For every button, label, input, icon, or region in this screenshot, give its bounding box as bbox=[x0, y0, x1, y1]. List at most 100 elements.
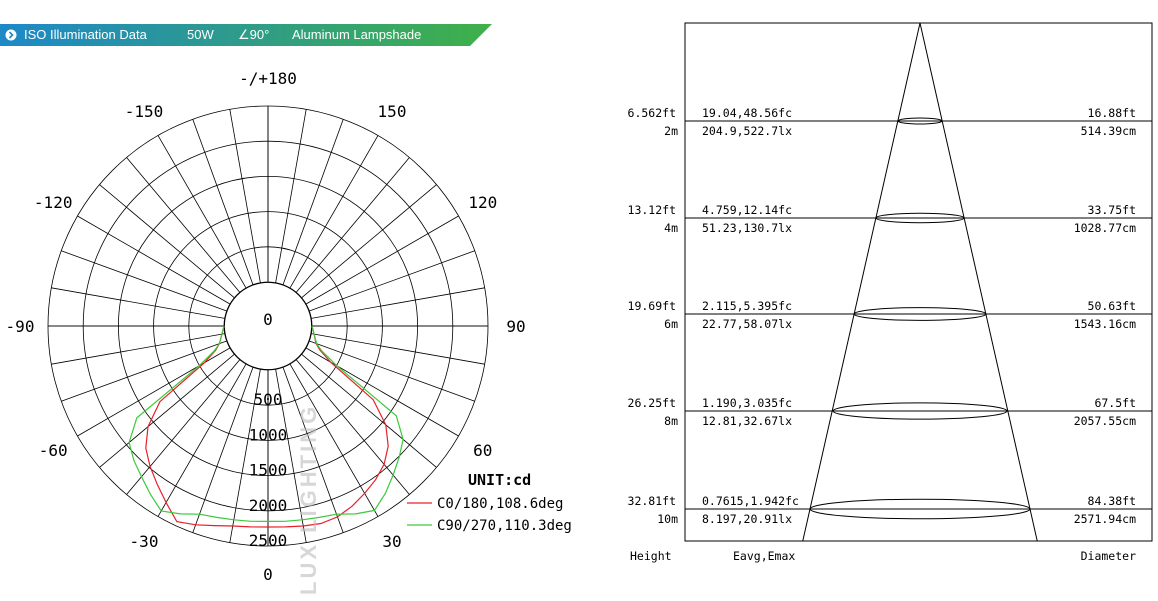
height-ft: 26.25ft bbox=[628, 396, 676, 410]
polar-spoke bbox=[311, 333, 485, 365]
illuminance-lx: 204.9,522.7lx bbox=[702, 124, 792, 138]
polar-spoke bbox=[301, 353, 437, 468]
polar-spoke bbox=[295, 157, 410, 293]
header-lampshade: Aluminum Lampshade bbox=[292, 27, 422, 42]
beam-ellipse bbox=[875, 212, 965, 224]
diameter-cm: 2571.94cm bbox=[1074, 512, 1136, 526]
intensity-curve-0 bbox=[145, 325, 389, 528]
column-header-height: Height bbox=[630, 549, 672, 563]
intensity-curve-1 bbox=[128, 325, 404, 523]
diameter-ft: 50.63ft bbox=[1088, 299, 1136, 313]
angle-label: 90 bbox=[506, 317, 525, 336]
polar-spoke bbox=[275, 369, 307, 543]
header-power: 50W bbox=[187, 27, 214, 42]
diameter-ft: 33.75ft bbox=[1088, 203, 1136, 217]
polar-spoke bbox=[61, 340, 227, 402]
polar-spoke bbox=[309, 250, 475, 312]
polar-spoke bbox=[61, 250, 227, 312]
polar-spoke bbox=[157, 135, 247, 289]
angle-label: -120 bbox=[34, 193, 73, 212]
angle-label: 120 bbox=[468, 193, 497, 212]
cone-beam bbox=[685, 22, 1152, 542]
height-m: 10m bbox=[657, 512, 678, 526]
cone-frame bbox=[684, 22, 1153, 542]
polar-spoke bbox=[99, 184, 235, 299]
illuminance-fc: 1.190,3.035fc bbox=[702, 396, 792, 410]
polar-spoke bbox=[229, 369, 261, 543]
polar-spoke bbox=[126, 359, 241, 495]
beam-ellipse bbox=[809, 498, 1031, 520]
polar-spoke bbox=[311, 287, 485, 319]
illuminance-lx: 12.81,32.67lx bbox=[702, 414, 792, 428]
legend-label-c0: C0/180,108.6deg bbox=[437, 496, 563, 512]
radial-tick-label: 1500 bbox=[249, 461, 288, 480]
header-banner: ISO Illumination Data 50W ∠90° Aluminum … bbox=[0, 24, 492, 46]
polar-grid bbox=[47, 105, 489, 547]
diameter-cm: 2057.55cm bbox=[1074, 414, 1136, 428]
column-header-diameter: Diameter bbox=[1081, 549, 1136, 563]
illuminance-fc: 0.7615,1.942fc bbox=[702, 494, 799, 508]
polar-spoke bbox=[282, 367, 344, 533]
polar-intensity-chart: -/+180 150 -150 120 -120 90 -90 60 -60 30 -30 0 0 500… bbox=[6, 69, 572, 595]
height-ft: 32.81ft bbox=[628, 494, 676, 508]
watermark-text: LUX LIGHTING bbox=[296, 404, 321, 595]
diameter-ft: 67.5ft bbox=[1094, 396, 1136, 410]
polar-spoke bbox=[289, 363, 379, 517]
height-m: 2m bbox=[664, 124, 678, 138]
diameter-cm: 1543.16cm bbox=[1074, 317, 1136, 331]
polar-spoke bbox=[309, 340, 475, 402]
illuminance-lx: 22.77,58.07lx bbox=[702, 317, 792, 331]
angle-label: -60 bbox=[39, 441, 68, 460]
polar-spoke bbox=[305, 215, 459, 305]
unit-label: UNIT:cd bbox=[468, 471, 531, 489]
header-angle: ∠90° bbox=[238, 27, 270, 42]
polar-spoke bbox=[295, 359, 410, 495]
polar-spoke bbox=[157, 363, 247, 517]
illuminance-fc: 4.759,12.14fc bbox=[702, 203, 792, 217]
polar-spoke bbox=[289, 135, 379, 289]
legend: C0/180,108.6deg C90/270,110.3deg bbox=[407, 496, 572, 534]
diameter-ft: 84.38ft bbox=[1088, 494, 1136, 508]
polar-labels: -/+180 150 -150 120 -120 90 -90 60 -60 30 -30 0 0 500… bbox=[6, 69, 526, 584]
angle-label: -150 bbox=[125, 102, 164, 121]
radial-tick-label: 500 bbox=[254, 390, 283, 409]
polar-spoke bbox=[301, 184, 437, 299]
polar-spoke bbox=[192, 119, 254, 285]
illuminance-lx: 51.23,130.7lx bbox=[702, 221, 792, 235]
polar-spoke bbox=[51, 287, 225, 319]
cone-edge-left bbox=[802, 22, 921, 542]
polar-spoke bbox=[77, 215, 231, 305]
diameter-cm: 1028.77cm bbox=[1074, 221, 1136, 235]
illuminance-lx: 8.197,20.91lx bbox=[702, 512, 792, 526]
cone-edge-right bbox=[919, 22, 1038, 542]
polar-series bbox=[128, 325, 404, 528]
height-m: 8m bbox=[664, 414, 678, 428]
angle-label: 30 bbox=[382, 532, 401, 551]
radial-tick-label: 1000 bbox=[249, 425, 288, 444]
beam-ellipse bbox=[853, 307, 987, 321]
polar-spoke bbox=[229, 109, 261, 283]
legend-label-c90: C90/270,110.3deg bbox=[437, 518, 572, 534]
polar-spoke bbox=[192, 367, 254, 533]
polar-spoke bbox=[51, 333, 225, 365]
angle-label: -30 bbox=[130, 532, 159, 551]
diameter-ft: 16.88ft bbox=[1088, 106, 1136, 120]
angle-label: -90 bbox=[6, 317, 35, 336]
header-title: ISO Illumination Data bbox=[24, 27, 147, 42]
header-background bbox=[0, 24, 492, 46]
polar-spoke bbox=[99, 353, 235, 468]
polar-spoke bbox=[275, 109, 307, 283]
beam-ellipse bbox=[897, 117, 943, 125]
radial-tick-label: 2000 bbox=[249, 496, 288, 515]
angle-label: -/+180 bbox=[239, 69, 297, 88]
polar-spoke bbox=[282, 119, 344, 285]
radial-tick-label: 0 bbox=[263, 310, 273, 329]
cone-table-rows: 6.562ft 2m 19.04,48.56fc 204.9,522.7lx 16.88… bbox=[628, 106, 1137, 526]
angle-label: 0 bbox=[263, 565, 273, 584]
radial-tick-label: 2500 bbox=[249, 531, 288, 550]
height-ft: 6.562ft bbox=[628, 106, 676, 120]
height-ft: 13.12ft bbox=[628, 203, 676, 217]
diameter-cm: 514.39cm bbox=[1081, 124, 1136, 138]
illuminance-fc: 19.04,48.56fc bbox=[702, 106, 792, 120]
angle-label: 150 bbox=[378, 102, 407, 121]
